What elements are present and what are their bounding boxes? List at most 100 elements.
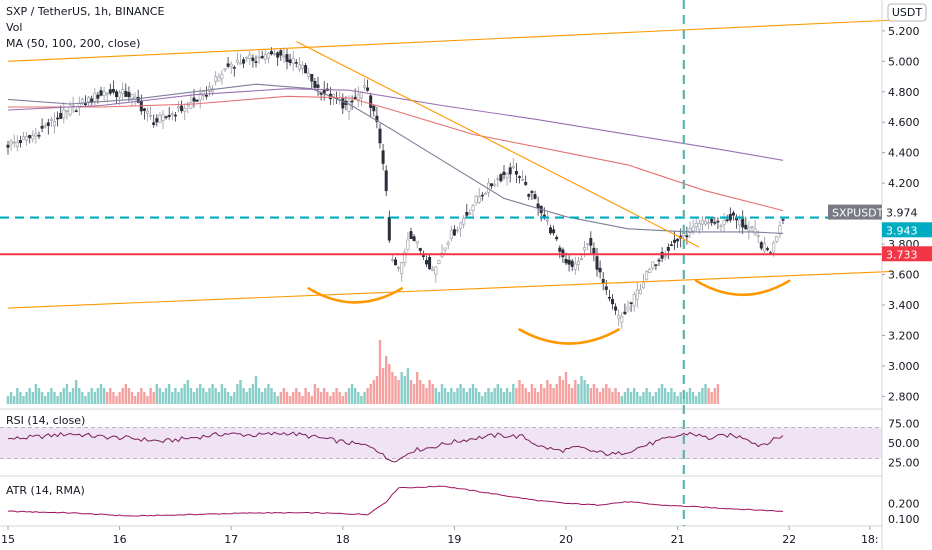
candle-body xyxy=(65,110,69,112)
volume-bar xyxy=(574,380,577,404)
candle-body xyxy=(282,55,286,58)
volume-bar xyxy=(642,392,645,404)
volume-bar xyxy=(152,392,155,404)
candle-body xyxy=(586,243,590,245)
candle-body xyxy=(242,59,246,64)
candle-body xyxy=(772,242,776,253)
candle-body xyxy=(294,62,298,64)
candle-body xyxy=(403,251,407,264)
time-tick-label: 16 xyxy=(113,533,127,546)
candle-body xyxy=(93,92,97,102)
volume-bar xyxy=(75,380,78,404)
candle-body xyxy=(421,255,425,257)
currency-box xyxy=(887,3,927,22)
candle-body xyxy=(437,260,441,264)
rsi-line xyxy=(7,431,784,463)
price-pane[interactable] xyxy=(0,19,892,345)
candle-body xyxy=(198,93,202,100)
symbol-badge-bg xyxy=(828,204,882,220)
volume-bar xyxy=(710,392,713,404)
symbol-title[interactable]: SXP / TetherUS, 1h, BINANCE xyxy=(6,5,165,18)
volume-bar xyxy=(295,388,298,404)
candle-body xyxy=(111,88,115,93)
candle-body xyxy=(759,242,763,249)
candle-body xyxy=(239,62,243,65)
volume-bar xyxy=(369,384,372,404)
candle-body xyxy=(195,99,199,102)
candle-body xyxy=(672,239,676,243)
volume-bar xyxy=(242,388,245,404)
candle-body xyxy=(220,74,224,79)
volume-bar xyxy=(406,368,410,404)
candle-body xyxy=(604,286,608,290)
candle-body xyxy=(170,113,174,116)
volume-bar xyxy=(78,388,81,404)
volume-bar xyxy=(347,388,351,404)
volume-bar xyxy=(633,388,636,404)
candle-body xyxy=(211,88,215,93)
volume-bar xyxy=(580,376,583,404)
volume-bar xyxy=(31,392,34,404)
volume-bar xyxy=(90,388,93,404)
volume-bar xyxy=(279,392,282,404)
volume-bar xyxy=(481,396,484,404)
volume-bar xyxy=(505,388,509,404)
atr-legend[interactable]: ATR (14, RMA) xyxy=(6,484,85,497)
volume-bar xyxy=(397,380,400,404)
volume-bar xyxy=(450,388,453,404)
atr-tick-label: 0.100 xyxy=(888,513,920,526)
volume-bar xyxy=(372,380,375,404)
volume-bar xyxy=(115,396,118,404)
volume-bar xyxy=(589,388,592,404)
candle-body xyxy=(431,268,435,271)
volume-legend[interactable]: Vol xyxy=(6,21,23,34)
volume-bar xyxy=(121,388,124,404)
volume-bar xyxy=(592,384,596,404)
volume-bar xyxy=(195,388,199,404)
volume-bar xyxy=(474,388,478,404)
volume-bar xyxy=(189,388,193,404)
volume-bar xyxy=(617,392,620,404)
candle-body xyxy=(468,212,472,215)
volume-bar xyxy=(419,380,422,404)
time-tick-label: 22 xyxy=(782,533,796,546)
candle-body xyxy=(483,193,487,195)
candle-body xyxy=(43,125,47,128)
volume-bar xyxy=(84,396,87,404)
volume-bar xyxy=(530,384,534,404)
volume-bar xyxy=(270,388,273,404)
volume-bar xyxy=(44,396,47,404)
volume-bar xyxy=(158,388,162,404)
volume-bar xyxy=(168,384,171,404)
rsi-legend[interactable]: RSI (14, close) xyxy=(6,414,86,427)
candle-body xyxy=(387,217,391,241)
volume-bar xyxy=(254,376,258,404)
volume-bar xyxy=(695,396,698,404)
volume-bar xyxy=(354,388,357,404)
candle-body xyxy=(353,96,357,100)
price-tick-label: 3.200 xyxy=(888,329,920,342)
volume-bar xyxy=(416,372,419,404)
candle-body xyxy=(142,108,146,111)
volume-bar xyxy=(502,392,506,404)
candle-body xyxy=(713,222,717,224)
volume-bar xyxy=(682,396,685,404)
candle-body xyxy=(232,67,236,69)
candle-body xyxy=(716,220,720,223)
candle-body xyxy=(728,214,732,221)
atr-pane[interactable] xyxy=(7,485,784,517)
volume-bar xyxy=(664,388,667,404)
ma-legend[interactable]: MA (50, 100, 200, close) xyxy=(6,37,141,50)
candle-body xyxy=(99,90,103,96)
candle-body xyxy=(731,212,735,216)
candle-body xyxy=(87,97,91,103)
candle-body xyxy=(130,93,134,99)
price-tick-label: 3.400 xyxy=(888,299,920,312)
rsi-pane[interactable] xyxy=(0,427,882,463)
volume-bar xyxy=(456,388,459,404)
volume-bar xyxy=(65,384,69,404)
candle-body xyxy=(180,105,184,112)
candle-body xyxy=(9,141,13,145)
